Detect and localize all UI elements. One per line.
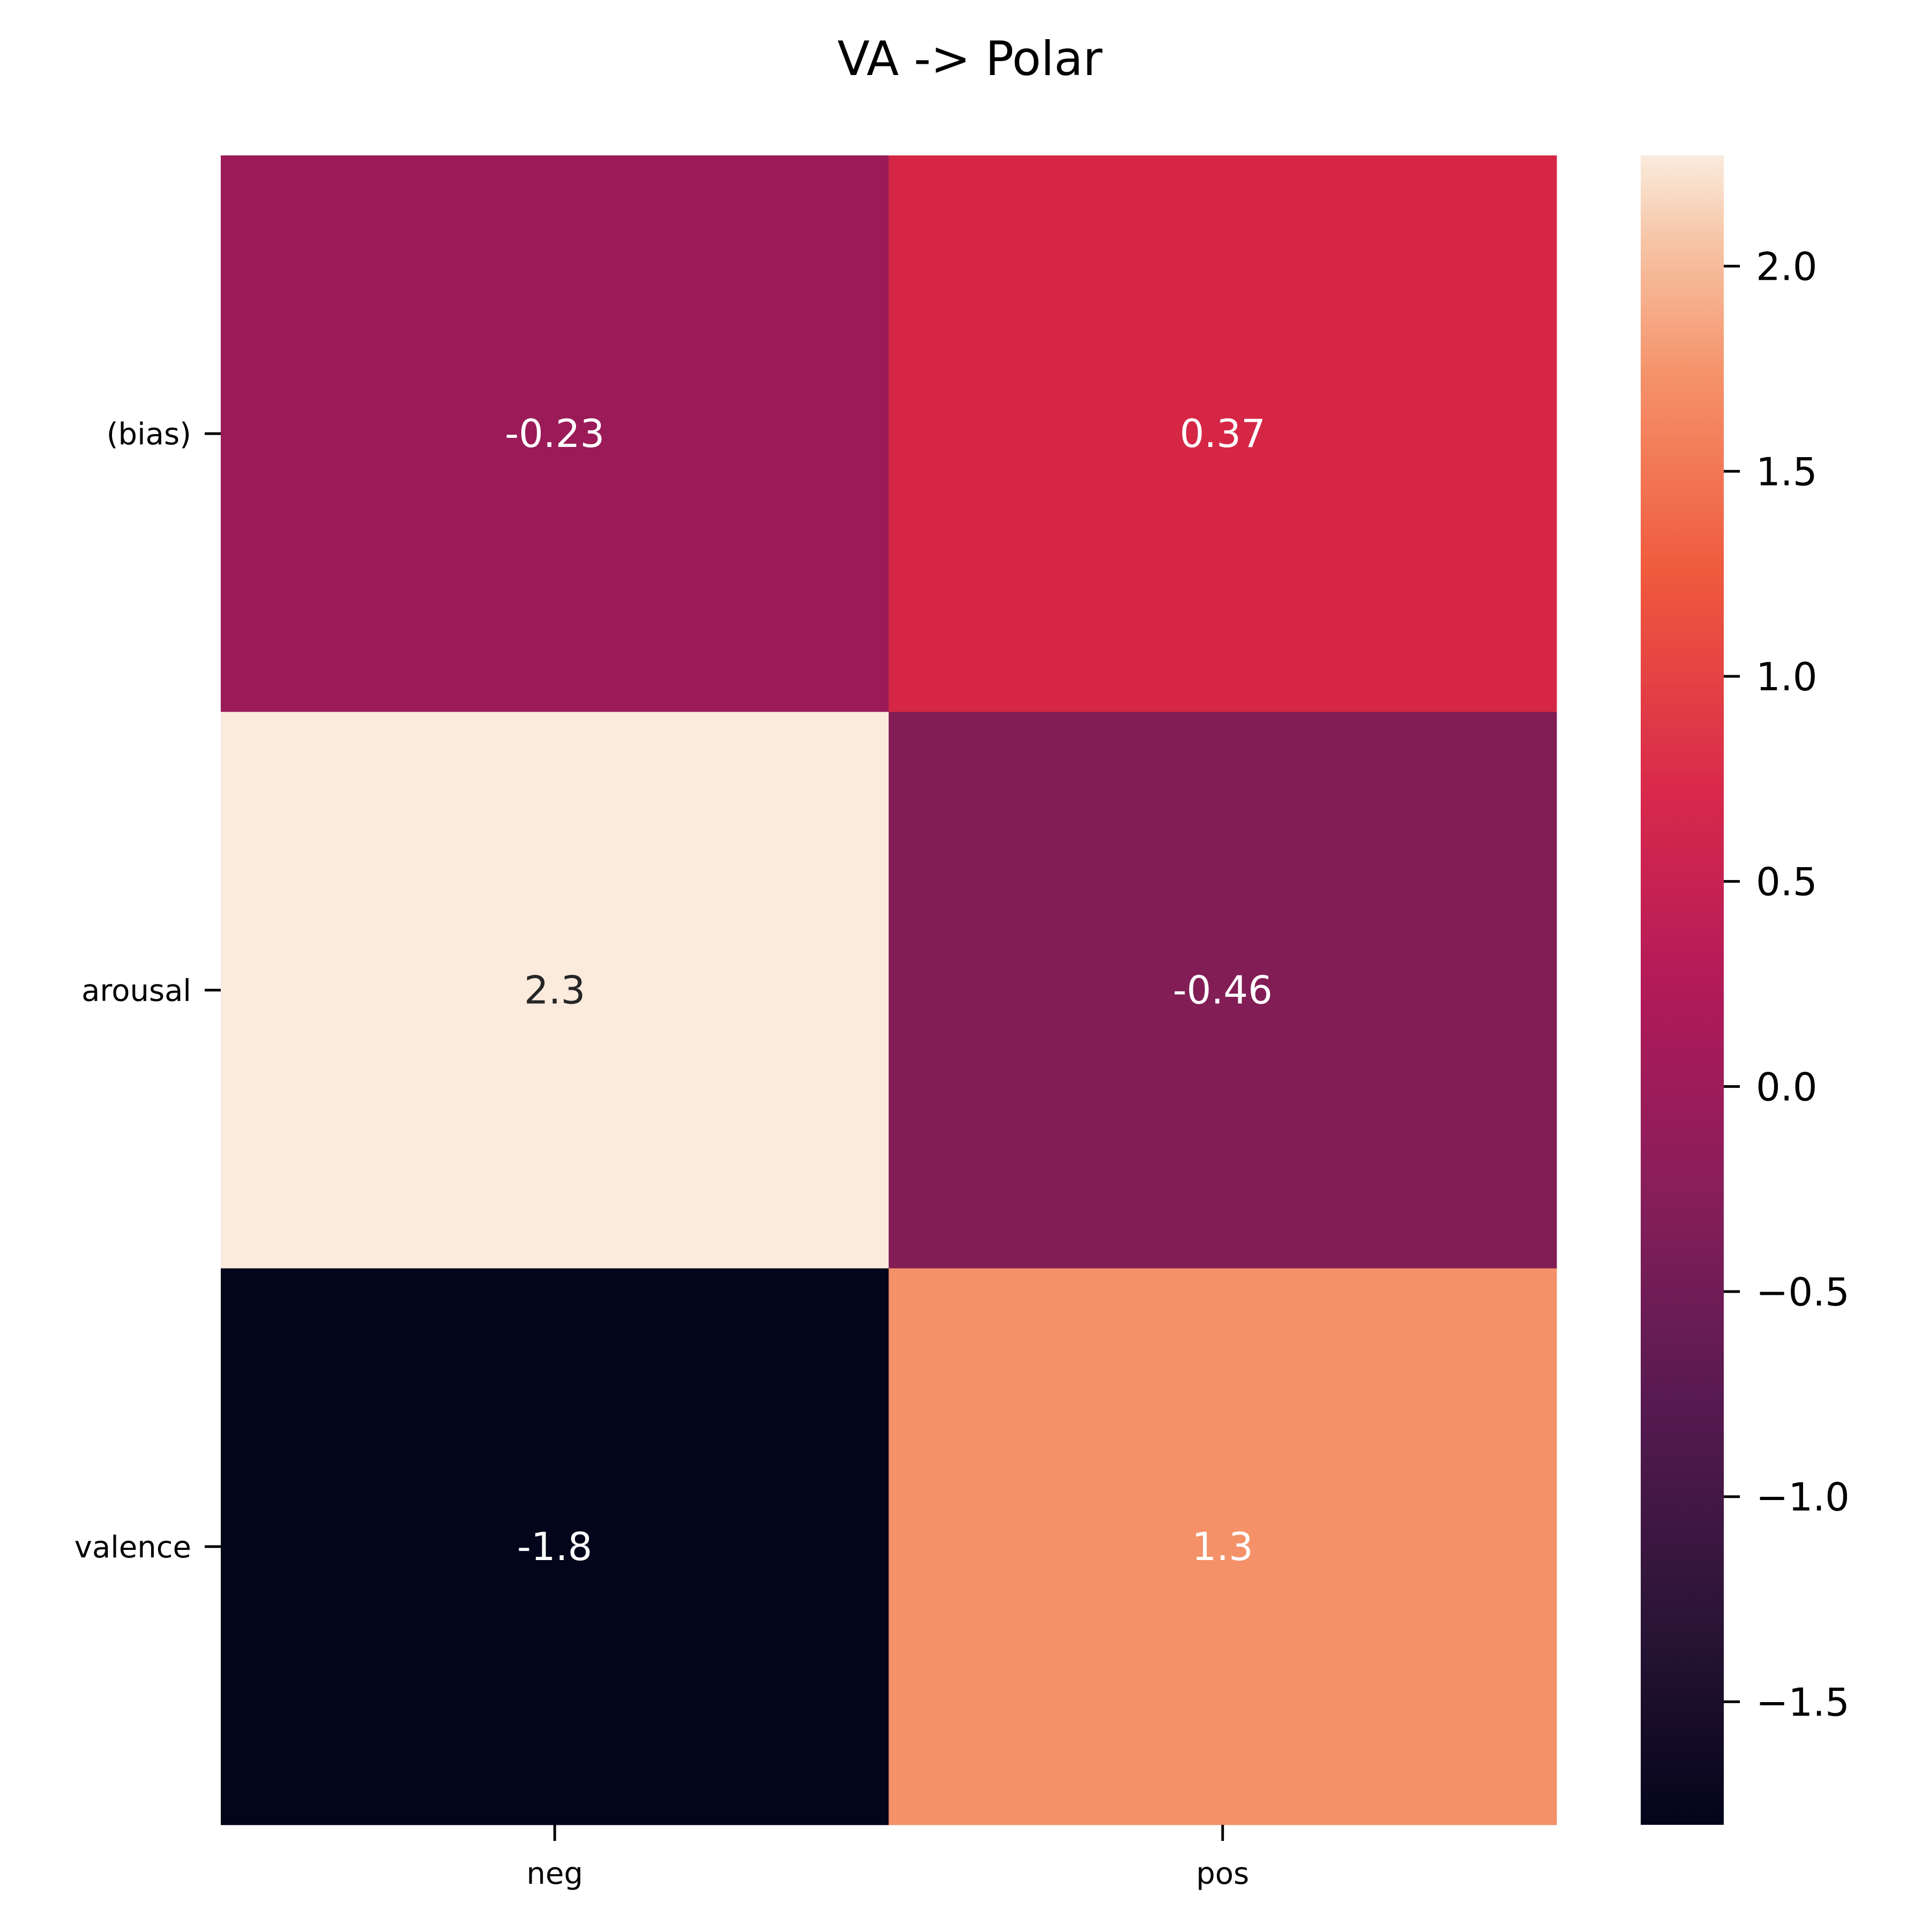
colorbar: −1.5 −1.0 −0.5 0.0 0.5 1.0 1.5 2.0 <box>1641 155 1850 1825</box>
cell-value-label: -0.23 <box>505 411 604 456</box>
cell-value-label: 1.3 <box>1192 1524 1253 1569</box>
colorbar-tick-label: −0.5 <box>1756 1270 1850 1315</box>
cell-value-label: -1.8 <box>517 1524 592 1569</box>
heatmap-cell <box>221 712 889 1269</box>
colorbar-tick-label: 1.5 <box>1756 449 1818 494</box>
colorbar-tick-label: 0.0 <box>1756 1064 1818 1109</box>
heatmap-cell <box>888 1268 1557 1825</box>
colorbar-tick-label: 1.0 <box>1756 654 1818 699</box>
y-tick-label: (bias) <box>107 417 191 452</box>
cell-value-label: 0.37 <box>1180 411 1266 456</box>
x-tick-label: pos <box>1196 1856 1249 1891</box>
y-axis: (bias) arousal valence <box>74 417 221 1565</box>
heatmap-cells: -0.23 0.37 2.3 -0.46 -1.8 1.3 <box>221 155 1557 1825</box>
y-tick-label: arousal <box>81 974 191 1009</box>
colorbar-tick-label: −1.5 <box>1756 1680 1850 1725</box>
chart-title: VA -> Polar <box>838 31 1103 86</box>
colorbar-gradient <box>1641 155 1724 1825</box>
colorbar-tick-label: 0.5 <box>1756 860 1818 905</box>
colorbar-tick-label: −1.0 <box>1756 1475 1850 1520</box>
heatmap-cell <box>888 155 1557 712</box>
y-tick-label: valence <box>74 1530 191 1565</box>
heatmap-cell <box>221 1268 889 1825</box>
heatmap-cell <box>221 155 889 712</box>
colorbar-tick-label: 2.0 <box>1756 244 1818 289</box>
x-tick-label: neg <box>527 1856 584 1891</box>
cell-value-label: 2.3 <box>524 968 586 1013</box>
x-axis: neg pos <box>527 1825 1249 1891</box>
cell-value-label: -0.46 <box>1173 968 1273 1013</box>
heatmap-cell <box>888 712 1557 1269</box>
